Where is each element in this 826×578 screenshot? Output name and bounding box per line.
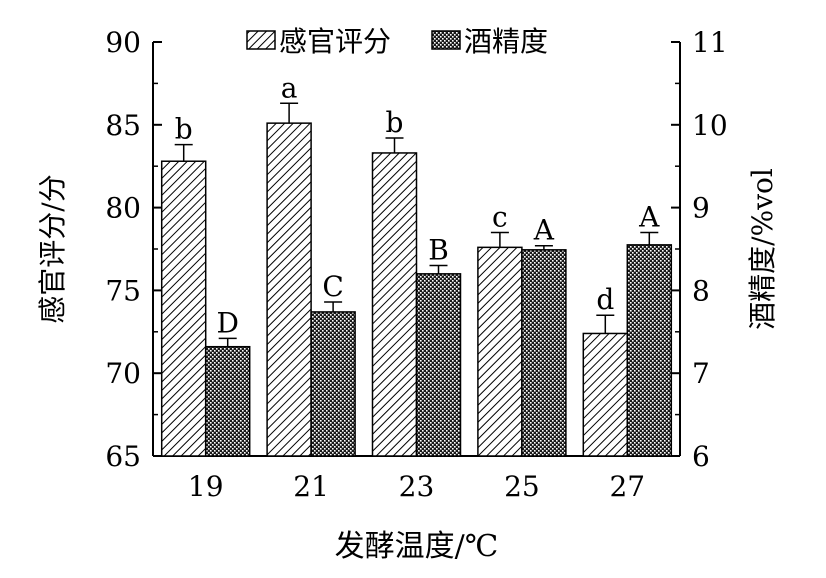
left-tick-label: 80 (105, 192, 141, 225)
legend-label: 感官评分 (279, 25, 391, 58)
x-tick-label: 27 (609, 470, 645, 503)
legend-swatch (431, 30, 461, 50)
left-tick-label: 70 (105, 357, 141, 390)
left-tick-label: 65 (105, 440, 141, 473)
left-tick-label: 75 (105, 274, 141, 307)
x-tick-label: 25 (504, 470, 540, 503)
right-tick-label: 11 (692, 26, 728, 59)
significance-label: c (492, 200, 508, 233)
x-tick-label: 21 (293, 470, 329, 503)
bar-sensory-21 (266, 122, 312, 457)
right-tick-label: 7 (692, 357, 710, 390)
x-axis-label: 发酵温度/℃ (335, 529, 499, 564)
significance-label: b (386, 106, 404, 139)
legend-swatch (246, 30, 276, 50)
significance-label: d (596, 283, 614, 316)
bar-alcohol-23 (415, 273, 462, 457)
axes: 65 70 75 80 85 90 6 7 8 9 10 11 感官评分/分 酒精度/%vol 发酵温度/℃… (36, 26, 779, 564)
bar-sensory-27 (582, 332, 629, 457)
significance-label: D (216, 306, 238, 339)
left-tick-label: 85 (105, 109, 141, 142)
bars (160, 102, 673, 457)
significance-label: a (281, 71, 298, 104)
right-tick-label: 6 (692, 440, 710, 473)
y-axis-label-right: 酒精度/%vol (746, 168, 779, 330)
bar-alcohol-19 (204, 345, 251, 457)
right-tick-label: 10 (692, 109, 728, 142)
right-tick-label: 9 (692, 192, 710, 225)
significance-label: C (322, 270, 343, 303)
x-tick-label: 23 (399, 470, 435, 503)
y-axis-label-left: 感官评分/分 (36, 174, 69, 323)
bar-alcohol-27 (626, 244, 673, 457)
legend: 感官评分 酒精度 (246, 25, 548, 58)
significance-label: A (638, 200, 660, 233)
bar-alcohol-25 (521, 249, 567, 457)
x-tick-label: 19 (188, 470, 224, 503)
bar-sensory-19 (160, 160, 207, 457)
significance-label: B (428, 234, 449, 267)
bar-sensory-23 (371, 152, 418, 457)
significance-label: b (175, 113, 193, 146)
right-tick-label: 8 (692, 274, 710, 307)
bar-alcohol-21 (310, 311, 356, 457)
bar-sensory-25 (477, 246, 523, 457)
left-tick-label: 90 (105, 26, 141, 59)
significance-label: A (533, 214, 555, 247)
legend-label: 酒精度 (464, 25, 548, 58)
